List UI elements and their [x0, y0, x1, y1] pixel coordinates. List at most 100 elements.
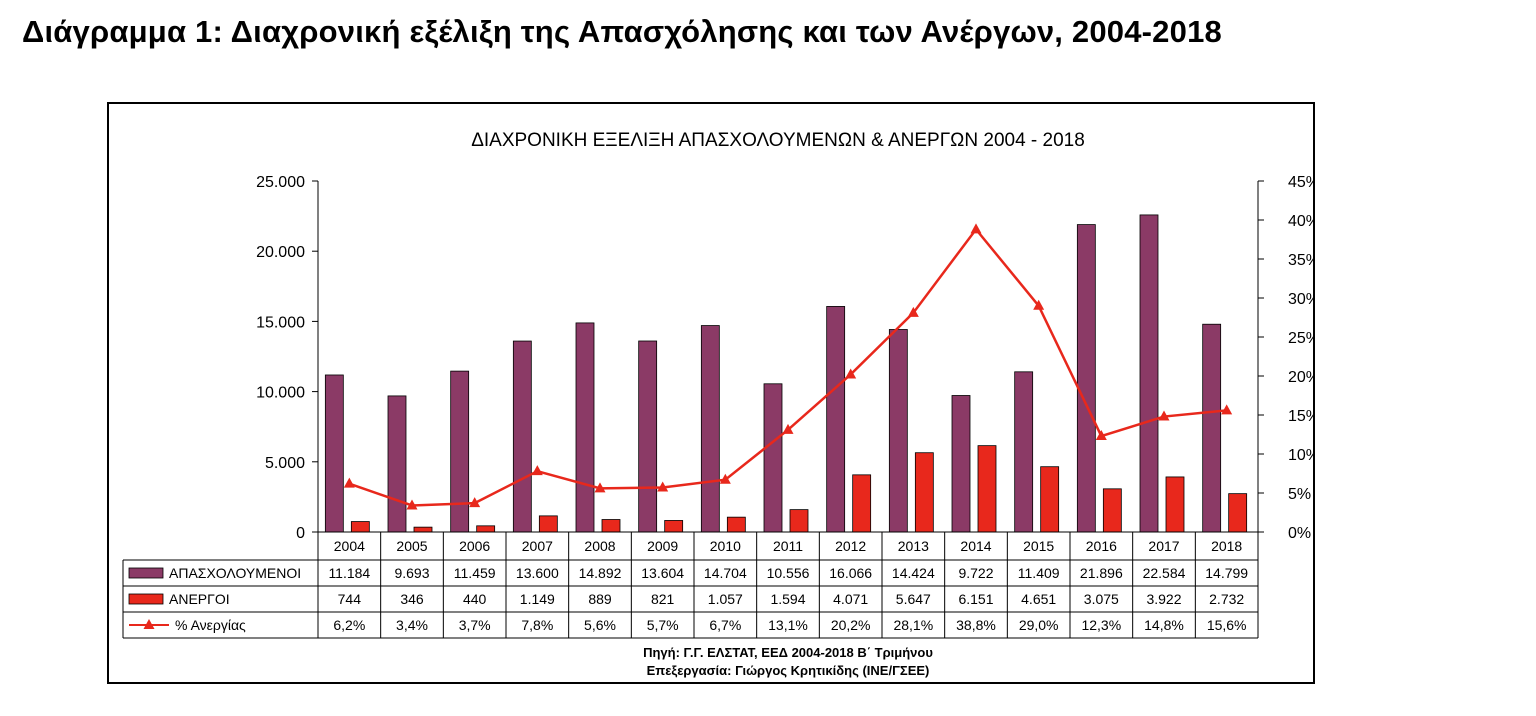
unemployed-bar — [914, 452, 934, 533]
table-cell-year: 2010 — [710, 538, 741, 554]
table-cell-value: 11.459 — [454, 565, 496, 581]
employed-bar — [951, 395, 971, 533]
table-cell-year: 2014 — [960, 538, 991, 554]
table-cell-value: 6,2% — [333, 617, 365, 633]
table-cell-value: 3,4% — [396, 617, 428, 633]
right-axis-tick-label: 10% — [1288, 447, 1313, 464]
left-axis-tick-label: 5.000 — [265, 455, 305, 472]
right-axis-tick-label: 25% — [1288, 330, 1313, 347]
table-cell-value: 21.896 — [1080, 565, 1123, 581]
table-cell-year: 2017 — [1148, 538, 1179, 554]
employed-bar — [1076, 224, 1096, 533]
page-title: Διάγραμμα 1: Διαχρονική εξέλιξη της Απασ… — [22, 14, 1222, 49]
employed-bar — [763, 383, 783, 533]
table-cell-value: 821 — [651, 591, 675, 607]
legend-key-unemployed — [128, 593, 164, 605]
table-cell-value: 5.647 — [896, 591, 931, 607]
left-axis-tick-label: 15.000 — [256, 314, 305, 331]
table-cell-value: 744 — [338, 591, 362, 607]
right-axis-tick-label: 45% — [1288, 174, 1313, 191]
table-cell-value: 346 — [400, 591, 424, 607]
table-cell-value: 13.600 — [516, 565, 559, 581]
table-cell-value: 14,8% — [1144, 617, 1184, 633]
unemployed-bar — [1228, 493, 1248, 533]
unemployment-rate-point — [657, 481, 669, 492]
unemployed-bar — [789, 509, 809, 533]
table-cell-value: 14.424 — [892, 565, 935, 581]
table-cell-value: 7,8% — [521, 617, 553, 633]
table-cell-value: 38,8% — [956, 617, 996, 633]
employed-bar — [450, 370, 470, 533]
table-cell-year: 2006 — [459, 538, 490, 554]
table-cell-value: 11.409 — [1018, 565, 1060, 581]
right-axis-tick-label: 20% — [1288, 369, 1313, 386]
table-cell-year: 2015 — [1023, 538, 1054, 554]
table-cell-value: 5,6% — [584, 617, 616, 633]
left-axis-tick-label: 0 — [296, 525, 305, 542]
unemployment-rate-point — [594, 482, 606, 493]
table-cell-value: 29,0% — [1019, 617, 1059, 633]
unemployment-rate-point — [1095, 430, 1107, 441]
table-cell-value: 9.722 — [958, 565, 993, 581]
table-cell-year: 2013 — [898, 538, 929, 554]
table-cell-year: 2004 — [334, 538, 365, 554]
chart-frame: ΔΙΑΧΡΟΝΙΚΗ ΕΞΕΛΙΞΗ ΑΠΑΣΧΟΛΟΥΜΕΝΩΝ & ΑΝΕΡ… — [107, 102, 1315, 684]
table-cell-value: 20,2% — [831, 617, 871, 633]
unemployed-bar — [852, 474, 872, 533]
unemployed-bar — [538, 515, 558, 533]
unemployment-rate-point — [907, 306, 919, 317]
employed-bar — [324, 374, 344, 533]
table-cell-year: 2012 — [835, 538, 866, 554]
source-note: Πηγή: Γ.Γ. ΕΛΣΤΑΤ, ΕΕΔ 2004-2018 Β΄ Τριμ… — [643, 645, 933, 660]
table-cell-value: 889 — [588, 591, 612, 607]
employed-bar — [638, 340, 658, 533]
unemployment-rate-point — [1221, 404, 1233, 415]
table-cell-value: 16.066 — [829, 565, 872, 581]
table-cell-value: 9.693 — [394, 565, 429, 581]
processing-note: Επεξεργασία: Γιώργος Κρητικίδης (ΙΝΕ/ΓΣΕ… — [647, 663, 930, 678]
table-cell-value: 1.149 — [520, 591, 555, 607]
unemployment-rate-point — [845, 368, 857, 379]
employed-bar — [888, 329, 908, 533]
table-cell-value: 4.651 — [1021, 591, 1056, 607]
right-axis-tick-label: 15% — [1288, 408, 1313, 425]
unemployment-rate-point — [406, 499, 418, 510]
legend-key-employed — [128, 567, 164, 579]
table-cell-value: 14.892 — [579, 565, 622, 581]
employed-bar — [1139, 214, 1159, 533]
right-axis-tick-label: 5% — [1288, 486, 1311, 503]
unemployed-bar — [413, 526, 433, 533]
unemployed-bar — [601, 519, 621, 533]
table-cell-year: 2008 — [584, 538, 615, 554]
chart: ΔΙΑΧΡΟΝΙΚΗ ΕΞΕΛΙΞΗ ΑΠΑΣΧΟΛΟΥΜΕΝΩΝ & ΑΝΕΡ… — [122, 130, 1313, 678]
chart-title: ΔΙΑΧΡΟΝΙΚΗ ΕΞΕΛΙΞΗ ΑΠΑΣΧΟΛΟΥΜΕΝΩΝ & ΑΝΕΡ… — [471, 130, 1085, 151]
unemployed-bar — [1102, 488, 1122, 533]
unemployed-bar — [350, 521, 370, 533]
table-cell-value: 1.057 — [708, 591, 743, 607]
table-cell-value: 4.071 — [833, 591, 868, 607]
employed-bar — [575, 322, 595, 533]
unemployed-bar — [1165, 476, 1185, 533]
unemployment-rate-point — [343, 477, 355, 488]
table-cell-year: 2016 — [1086, 538, 1117, 554]
unemployment-rate-point — [1033, 299, 1045, 310]
legend-key-rate-marker — [143, 619, 155, 629]
table-cell-value: 10.556 — [767, 565, 810, 581]
unemployed-bar — [977, 445, 997, 533]
table-cell-value: 3.075 — [1084, 591, 1119, 607]
left-axis-tick-label: 20.000 — [256, 244, 305, 261]
employed-bar — [1014, 371, 1034, 533]
right-axis-tick-label: 30% — [1288, 291, 1313, 308]
table-cell-value: 2.732 — [1209, 591, 1244, 607]
table-cell-value: 12,3% — [1081, 617, 1121, 633]
legend-label: % Ανεργίας — [175, 617, 246, 633]
table-cell-value: 13,1% — [768, 617, 808, 633]
table-cell-value: 15,6% — [1207, 617, 1247, 633]
table-cell-value: 22.584 — [1143, 565, 1186, 581]
right-axis-tick-label: 0% — [1288, 525, 1311, 542]
right-axis-tick-label: 40% — [1288, 213, 1313, 230]
unemployment-rate-point — [970, 223, 982, 234]
unemployment-rate-point — [531, 465, 543, 476]
left-axis-tick-label: 10.000 — [256, 385, 305, 402]
right-axis-tick-label: 35% — [1288, 252, 1313, 269]
